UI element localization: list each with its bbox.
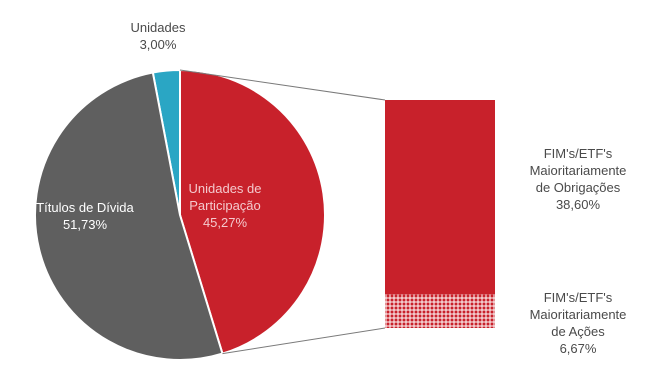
bar-segment-1 [385,294,495,328]
bar-label-1: FIM's/ETF's Maioritariamente de Ações 6,67% [530,290,627,356]
pie-label-2-line-0: Títulos de Dívida [36,200,134,215]
pie-label-0-line-1: 3,00% [140,37,177,52]
bar-label-0-line-2: de Obrigações [536,180,621,195]
pie-label-1-line-0: Unidades de [189,181,262,196]
bar-label-0-line-0: FIM's/ETF's [544,146,613,161]
bar-label-0-line-3: 38,60% [556,197,601,212]
bar-label-1-line-0: FIM's/ETF's [544,290,613,305]
bar-label-1-line-2: de Ações [551,324,605,339]
bar-label-1-line-3: 6,67% [560,341,597,356]
connector-line-top [179,69,386,101]
breakdown-bar [385,100,495,328]
pie-label-1-line-1: Participação [189,198,261,213]
bar-segment-0 [385,100,495,295]
labels: Unidades 3,00% Unidades de Participação 45,2… [36,20,626,356]
pie-label-1-line-2: 45,27% [203,215,248,230]
pie-slice-1 [179,68,326,355]
pie-label-2: Títulos de Dívida 51,73% [36,200,134,232]
connector-line-bottom [222,327,386,355]
pie [33,68,326,361]
bar-label-0: FIM's/ETF's Maioritariamente de Obrigações… [530,146,627,212]
pie-label-1: Unidades de Participação 45,27% [189,181,262,230]
pie-label-2-line-1: 51,73% [63,217,108,232]
pie-label-0-line-0: Unidades [131,20,186,35]
pie-label-0: Unidades 3,00% [131,20,186,52]
pie-slice-2 [33,71,224,361]
bar-label-0-line-1: Maioritariamente [530,163,627,178]
connector-lines [179,69,386,355]
bar-label-1-line-1: Maioritariamente [530,307,627,322]
